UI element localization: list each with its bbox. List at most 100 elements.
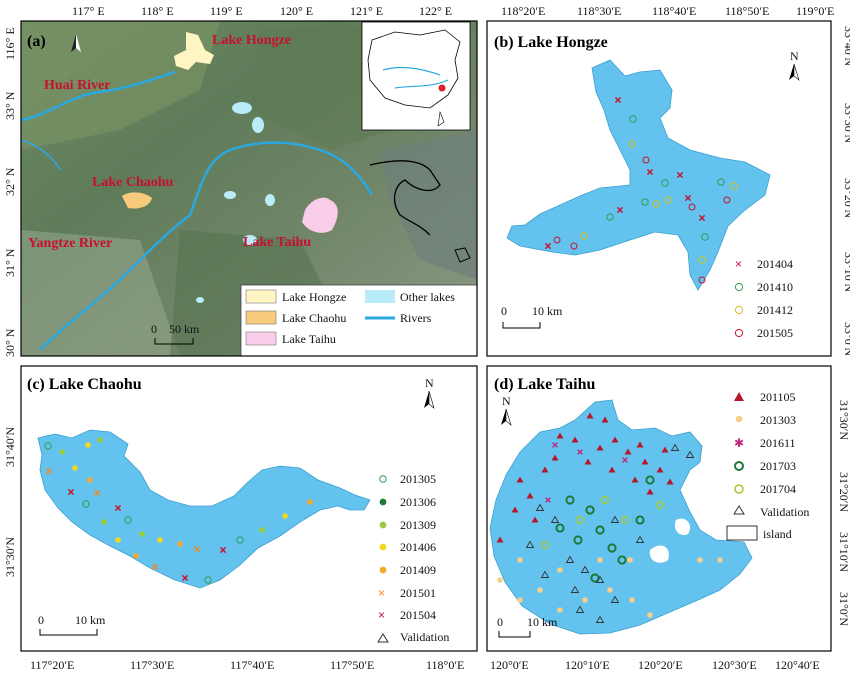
tick-117-20e: 117°20′E xyxy=(30,658,74,672)
scale-zero: 0 xyxy=(497,615,503,629)
panel-a-top-ticks: 117° E 118° E 119° E 120° E 121° E 122° … xyxy=(72,4,452,18)
panel-c-legend: 201305 201306 201309 201406 201409 × 201… xyxy=(377,472,449,644)
tick-33-10n: 33°10′N xyxy=(842,252,850,292)
sample-marker-dot xyxy=(85,442,91,448)
sample-marker-cross xyxy=(577,449,583,455)
panel-b: 118°20′E 118°30′E 118°40′E 118°50′E 119°… xyxy=(486,4,850,357)
island-outline xyxy=(454,247,471,263)
tick-120-40e: 120°40′E xyxy=(775,658,820,672)
sample-marker-triangle xyxy=(595,615,605,623)
sample-marker-triangle-red xyxy=(641,458,649,465)
tributary-river xyxy=(20,139,61,171)
tick-117-30e: 117°30′E xyxy=(130,658,174,672)
tick-118-20e: 118°20′E xyxy=(501,4,545,18)
sample-marker-dot xyxy=(627,557,633,563)
tick-117e: 117° E xyxy=(72,4,105,18)
sample-marker-ring xyxy=(600,495,610,505)
sample-marker-triangle-red xyxy=(596,444,604,451)
farmland-texture xyxy=(21,21,220,150)
sample-marker-triangle xyxy=(540,570,550,578)
sample-marker-triangle xyxy=(525,540,535,548)
sample-marker-triangle-red xyxy=(556,432,564,439)
sample-marker-triangle-red xyxy=(586,412,594,419)
scale-label: 10 km xyxy=(527,615,558,629)
sample-marker-triangle-red xyxy=(608,466,616,473)
coastline xyxy=(369,160,441,236)
tick-116e: 116° E xyxy=(3,27,17,60)
sample-marker-triangle xyxy=(550,515,560,523)
panel-d-title: (d) Lake Taihu xyxy=(494,376,595,393)
legend-swatch-chaohu xyxy=(245,310,277,325)
label-lake-chaohu: Lake Chaohu xyxy=(92,175,174,190)
sample-marker-ring xyxy=(565,495,575,505)
sample-marker-triangle xyxy=(580,565,590,573)
sample-marker-ring xyxy=(606,213,614,221)
sample-marker-dot xyxy=(157,537,163,543)
tick-31n: 31° N xyxy=(3,248,17,277)
legend-201505: 201505 xyxy=(757,326,793,340)
north-arrow-icon: N xyxy=(789,49,800,81)
sample-marker-triangle-red xyxy=(666,478,674,485)
legend-marker-cross-orange: × xyxy=(378,586,385,600)
sample-marker-ring xyxy=(585,505,595,515)
other-lake xyxy=(252,117,264,133)
label-yangtze-river: Yangtze River xyxy=(28,236,112,251)
panel-b-scale-bar: 0 10 km xyxy=(501,304,563,329)
other-lake xyxy=(196,297,204,303)
sample-marker-dot xyxy=(557,567,563,573)
sample-marker-cross xyxy=(544,242,552,250)
tick-120-30e: 120°30′E xyxy=(712,658,757,672)
tick-31-20n: 31°20′N xyxy=(837,472,850,512)
label-lake-taihu: Lake Taihu xyxy=(243,235,311,250)
panel-c-sample-points xyxy=(44,437,313,584)
sample-marker-cross xyxy=(545,497,551,503)
sample-marker-ring xyxy=(617,555,627,565)
sample-marker-dot xyxy=(133,553,139,559)
legend-201703: 201703 xyxy=(760,459,796,473)
legend-validation: Validation xyxy=(400,630,449,644)
tick-117-40e: 117°40′E xyxy=(230,658,274,672)
sample-marker-triangle xyxy=(670,443,680,451)
north-label: N xyxy=(502,394,511,408)
sample-marker-ring xyxy=(204,576,212,584)
tick-33-40n: 33°40′N xyxy=(842,26,850,66)
sample-marker-dot xyxy=(59,449,65,455)
legend-rivers: Rivers xyxy=(400,311,432,325)
lake-hongze-outline xyxy=(506,59,771,291)
panel-b-top-ticks: 118°20′E 118°30′E 118°40′E 118°50′E 119°… xyxy=(501,4,834,18)
panel-c-bottom-ticks: 117°20′E 117°30′E 117°40′E 117°50′E 118°… xyxy=(30,658,464,672)
sample-marker-cross xyxy=(616,206,624,214)
sample-marker-dot xyxy=(307,499,313,505)
other-lake xyxy=(224,191,236,199)
legend-marker-circle-green xyxy=(734,282,744,292)
sample-marker-dot xyxy=(517,557,523,563)
sample-marker-ring xyxy=(540,540,550,550)
sample-marker-ring xyxy=(723,196,731,204)
sample-marker-dot xyxy=(87,477,93,483)
panel-a-legend: Lake Hongze Other lakes Lake Chaohu Rive… xyxy=(240,284,478,357)
sample-marker-cross xyxy=(622,457,628,463)
scale-label: 10 km xyxy=(532,304,563,318)
legend-201406: 201406 xyxy=(400,540,436,554)
sample-marker-triangle xyxy=(610,515,620,523)
sample-marker-triangle-red xyxy=(541,466,549,473)
label-huai-river: Huai River xyxy=(44,78,111,93)
sample-marker-triangle xyxy=(595,575,605,583)
panel-d-legend: 201105 201303 ✱ 201611 201703 201704 Val… xyxy=(726,390,809,541)
panel-d: (d) Lake Taihu N 201105 201303 ✱ 201611 … xyxy=(486,365,850,672)
legend-marker-dot-peach xyxy=(735,415,743,423)
legend-validation: Validation xyxy=(760,505,809,519)
sample-marker-ring xyxy=(635,515,645,525)
sample-marker-dot xyxy=(497,577,503,583)
sample-marker-triangle xyxy=(635,535,645,543)
sample-marker-cross xyxy=(646,168,654,176)
sample-marker-dot xyxy=(72,465,78,471)
legend-201704: 201704 xyxy=(760,482,796,496)
tick-31-40n: 31°40′N xyxy=(3,427,17,467)
sample-marker-triangle-red xyxy=(531,516,539,523)
legend-swatch-taihu xyxy=(245,331,277,346)
sample-marker-ring xyxy=(717,178,725,186)
scale-label: 0 50 km xyxy=(151,322,200,336)
panel-d-scale-bar: 0 10 km xyxy=(497,615,558,638)
sample-marker-dot xyxy=(97,437,103,443)
